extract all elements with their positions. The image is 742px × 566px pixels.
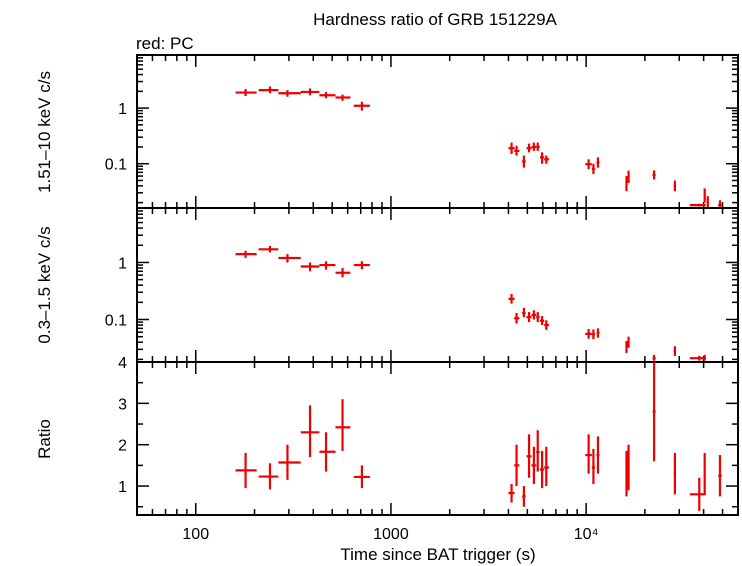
hard-frame (136, 54, 739, 209)
ratio-data-point (531, 446, 537, 484)
soft-data-point (703, 354, 706, 361)
ratio-y-axis-label: Ratio (35, 419, 54, 459)
ratio-data-point (673, 452, 677, 495)
ratio-data-point (591, 448, 595, 484)
hard-y-axis-label: 1.51–10 keV c/s (35, 71, 54, 193)
hard-data-point (544, 155, 549, 164)
ratio-data-point (319, 432, 336, 472)
soft-y-tick-label: 0.1 (105, 313, 127, 330)
hard-data-point (235, 89, 257, 96)
soft-data-point (536, 312, 540, 323)
soft-data-point (508, 293, 515, 304)
hard-data-point (531, 142, 537, 151)
soft-data-point (544, 320, 549, 330)
hard-data-point (526, 143, 532, 153)
hard-y-tick-label: 0.1 (105, 157, 127, 174)
soft-data-point (319, 261, 336, 270)
hard-data-point (539, 152, 545, 164)
hard-band-panel: 1.51–10 keV c/s 1 0.1 (35, 54, 739, 209)
soft-data-point (689, 355, 706, 361)
hard-data-point (353, 101, 370, 111)
hard-data-point (278, 90, 301, 97)
hard-data-point (300, 88, 320, 96)
soft-data-point (652, 354, 656, 361)
hard-data-point (591, 163, 595, 175)
x-tick-label: 10⁴ (574, 526, 599, 543)
soft-data-point (235, 250, 257, 258)
soft-data-point (522, 307, 526, 318)
soft-data-point (591, 329, 595, 340)
soft-band-panel: 0.3–1.5 keV c/s 1 0.1 (35, 207, 739, 363)
ratio-data-point (689, 477, 706, 511)
hard-data-point (706, 196, 709, 208)
ratio-data-point (278, 444, 301, 480)
ratio-y-tick-label: 4 (118, 355, 127, 372)
ratio-data-point (718, 455, 722, 497)
soft-data-point (585, 329, 592, 339)
ratio-data-point (652, 362, 656, 462)
ratio-data-point (353, 465, 370, 489)
ratio-data-point (585, 434, 592, 474)
soft-data-point (258, 245, 279, 253)
ratio-data-point (335, 399, 351, 451)
hard-data-point (652, 170, 656, 180)
soft-y-tick-label: 1 (118, 255, 127, 272)
ratio-data-point (508, 483, 515, 503)
hard-data-point (625, 176, 628, 192)
ratio-y-tick-label: 3 (118, 396, 127, 413)
soft-frame (136, 207, 739, 363)
ratio-data-point (625, 450, 628, 497)
ratio-data-point (703, 452, 706, 495)
soft-data-point (627, 336, 630, 348)
hard-data-point (673, 180, 677, 192)
hard-data-point (703, 188, 706, 203)
hard-data-point (596, 157, 600, 168)
ratio-data-point (522, 486, 526, 507)
hard-data-point (258, 86, 279, 94)
hard-data-point (689, 203, 706, 207)
hard-data-point (335, 94, 351, 101)
soft-data-point (539, 316, 545, 326)
soft-data-point (526, 312, 532, 323)
ratio-data-point (258, 463, 279, 490)
chart-annotation: red: PC (136, 34, 194, 53)
soft-data-point (673, 346, 677, 356)
hard-data-point (508, 142, 515, 154)
ratio-data-point (596, 436, 600, 474)
hard-data-point (718, 200, 722, 208)
chart-title: Hardness ratio of GRB 151229A (313, 10, 557, 29)
ratio-y-tick-label: 2 (118, 438, 127, 455)
ratio-data-point (539, 450, 545, 489)
ratio-panel: Ratio 4 3 2 1 (35, 355, 739, 516)
hard-data-point (627, 170, 630, 184)
soft-data-point (353, 261, 370, 270)
soft-data-point (300, 262, 320, 272)
soft-data-point (625, 341, 628, 353)
hard-data-point (536, 142, 540, 151)
x-tick-label: 100 (182, 526, 209, 543)
hard-data-point (585, 159, 592, 170)
soft-data-point (596, 328, 600, 338)
ratio-data-point (526, 434, 532, 478)
ratio-data-point (235, 452, 257, 489)
x-axis-label: Time since BAT trigger (s) (340, 545, 535, 564)
ratio-data-point (627, 444, 630, 491)
ratio-y-tick-label: 1 (118, 479, 127, 496)
soft-data-point (531, 310, 537, 320)
ratio-data-point (544, 446, 549, 487)
ratio-data-point (536, 430, 540, 472)
ratio-data-point (300, 405, 320, 458)
soft-y-axis-label: 0.3–1.5 keV c/s (35, 226, 54, 343)
hard-data-point (514, 145, 520, 156)
soft-data-point (514, 313, 520, 324)
soft-data-point (335, 267, 351, 278)
soft-data-point (278, 254, 301, 263)
hard-data-point (522, 155, 526, 168)
hard-data-point (319, 91, 336, 99)
ratio-data-point (514, 444, 520, 487)
hard-y-tick-label: 1 (118, 101, 127, 118)
x-tick-label: 1000 (373, 526, 409, 543)
ratio-frame (136, 361, 739, 516)
